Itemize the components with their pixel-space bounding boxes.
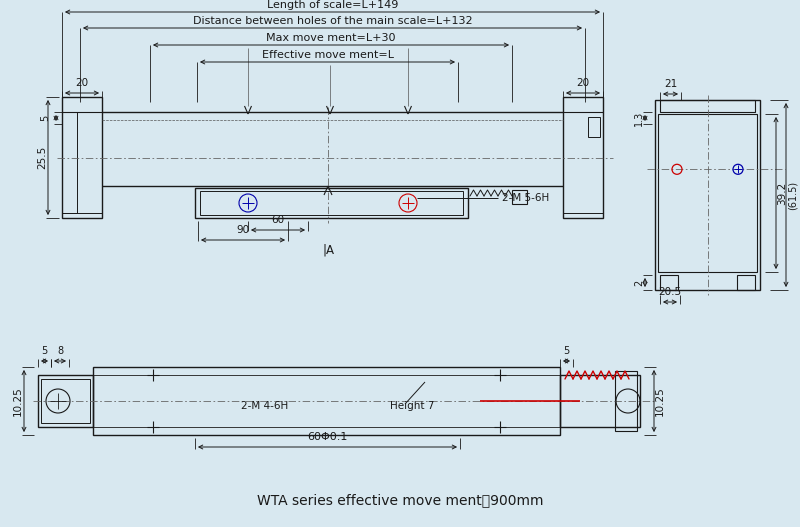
Text: 2: 2 — [634, 279, 644, 286]
Text: 5: 5 — [40, 115, 50, 121]
Text: 5: 5 — [42, 346, 48, 356]
Text: 20: 20 — [75, 78, 89, 88]
Text: 5: 5 — [563, 346, 570, 356]
Text: Length of scale=L+149: Length of scale=L+149 — [267, 0, 398, 10]
Bar — [512, 190, 527, 204]
Text: 25.5: 25.5 — [37, 146, 47, 169]
Text: 1.3: 1.3 — [634, 110, 644, 125]
Bar — [658, 114, 757, 272]
Bar — [563, 97, 603, 218]
Bar — [41, 379, 90, 423]
Text: 10.25: 10.25 — [655, 386, 665, 416]
Bar — [588, 117, 600, 137]
Text: 21: 21 — [664, 79, 677, 89]
Text: 10.25: 10.25 — [13, 386, 23, 416]
Bar — [195, 188, 468, 218]
Text: 39.2: 39.2 — [777, 181, 787, 204]
Bar — [200, 191, 463, 215]
Text: 60: 60 — [271, 215, 285, 225]
Text: Distance between holes of the main scale=L+132: Distance between holes of the main scale… — [193, 16, 472, 26]
Text: 60Φ0.1: 60Φ0.1 — [307, 432, 348, 442]
Text: 8: 8 — [57, 346, 63, 356]
Text: Effective move ment=L: Effective move ment=L — [262, 50, 394, 60]
Bar — [615, 371, 637, 431]
Text: 90: 90 — [237, 225, 250, 235]
Text: 20: 20 — [577, 78, 590, 88]
Bar — [660, 100, 755, 112]
Bar — [560, 375, 640, 427]
Text: |A: |A — [322, 243, 334, 257]
Bar — [62, 112, 77, 213]
Bar — [660, 275, 678, 290]
Bar — [655, 100, 760, 290]
Text: (61.5): (61.5) — [788, 180, 798, 210]
Bar — [737, 275, 755, 290]
Text: 2-M 4-6H: 2-M 4-6H — [242, 401, 289, 411]
Bar — [93, 367, 560, 435]
Bar — [62, 97, 102, 218]
Text: WTA series effective move ment＜900mm: WTA series effective move ment＜900mm — [257, 493, 543, 507]
Text: Max move ment=L+30: Max move ment=L+30 — [266, 33, 396, 43]
Text: Height 7: Height 7 — [390, 401, 434, 411]
Text: 20.5: 20.5 — [658, 287, 682, 297]
Bar — [38, 375, 93, 427]
Text: 2-M 5-6H: 2-M 5-6H — [502, 193, 550, 203]
